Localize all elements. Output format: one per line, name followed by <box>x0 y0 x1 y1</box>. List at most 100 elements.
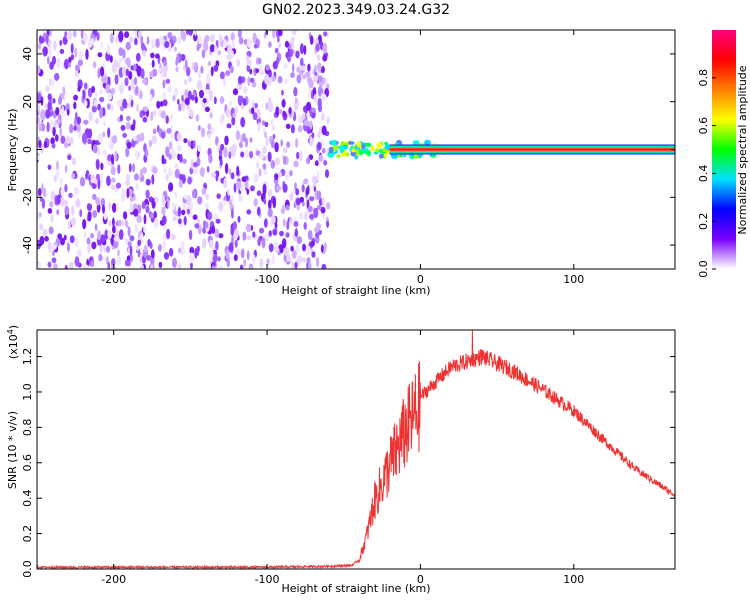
noise-speckle <box>136 65 142 77</box>
noise-speckle <box>45 109 51 119</box>
noise-speckle <box>104 75 108 85</box>
noise-speckle <box>172 257 177 268</box>
noise-speckle <box>75 198 81 208</box>
noise-speckle <box>258 227 265 234</box>
noise-speckle <box>165 78 171 84</box>
signal-band-core <box>389 148 675 151</box>
noise-speckle <box>135 85 139 95</box>
noise-speckle <box>141 42 145 51</box>
noise-speckle <box>274 246 280 253</box>
noise-speckle <box>190 159 194 170</box>
noise-speckle <box>118 47 124 57</box>
noise-speckle <box>259 151 264 160</box>
noise-speckle <box>143 106 149 112</box>
noise-speckle <box>231 39 236 49</box>
noise-speckle <box>133 63 137 72</box>
noise-speckle <box>172 94 176 102</box>
noise-speckle <box>97 52 103 58</box>
noise-speckle <box>87 138 92 145</box>
noise-speckle <box>208 212 213 220</box>
noise-speckle <box>303 119 309 127</box>
noise-speckle <box>217 256 221 262</box>
noise-speckle <box>281 99 286 108</box>
noise-speckle <box>87 211 92 222</box>
noise-speckle <box>180 240 185 247</box>
noise-speckle <box>99 107 104 119</box>
noise-speckle <box>109 32 114 44</box>
noise-speckle <box>61 105 65 117</box>
noise-speckle <box>122 66 127 77</box>
noise-speckle <box>216 193 221 199</box>
noise-speckle <box>52 126 56 137</box>
noise-speckle <box>228 242 234 253</box>
noise-speckle <box>290 245 294 252</box>
noise-speckle <box>197 196 203 205</box>
noise-speckle <box>217 50 221 56</box>
snr-ylabel: SNR (10 * v/v) <box>6 411 19 489</box>
noise-speckle <box>203 41 209 52</box>
noise-speckle <box>71 205 75 216</box>
transition-speckle <box>366 150 371 155</box>
noise-speckle <box>212 213 218 221</box>
noise-speckle <box>107 103 111 110</box>
transition-speckle <box>338 145 345 151</box>
noise-speckle <box>317 86 322 97</box>
noise-speckle <box>257 57 262 65</box>
noise-speckle <box>64 164 68 173</box>
transition-speckle <box>351 148 356 153</box>
noise-speckle <box>60 197 65 207</box>
noise-speckle <box>129 235 135 242</box>
noise-speckle <box>285 123 291 129</box>
noise-speckle <box>241 176 247 183</box>
noise-speckle <box>249 151 254 159</box>
noise-speckle <box>111 153 114 165</box>
noise-speckle <box>177 98 180 105</box>
noise-speckle <box>268 199 272 210</box>
noise-speckle <box>257 121 261 132</box>
noise-speckle <box>166 228 171 240</box>
noise-speckle <box>193 165 199 175</box>
noise-speckle <box>150 264 154 269</box>
noise-speckle <box>317 141 322 151</box>
noise-speckle <box>184 89 188 98</box>
noise-speckle <box>92 144 98 154</box>
noise-speckle <box>69 235 75 244</box>
noise-speckle <box>115 182 122 189</box>
noise-speckle <box>107 261 111 269</box>
transition-speckle <box>327 152 335 158</box>
noise-speckle <box>289 192 294 201</box>
noise-speckle <box>135 149 139 161</box>
noise-speckle <box>256 206 261 216</box>
noise-speckle <box>294 182 297 191</box>
noise-speckle <box>68 62 71 68</box>
noise-speckle <box>53 263 58 269</box>
noise-speckle <box>277 75 283 84</box>
noise-speckle <box>213 64 219 72</box>
noise-speckle <box>169 132 174 138</box>
noise-speckle <box>316 222 321 230</box>
noise-speckle <box>136 134 141 143</box>
noise-speckle <box>270 160 275 169</box>
colorbar-ticks: 0.0 0.2 0.4 0.6 0.8 <box>697 69 716 278</box>
noise-speckle <box>313 94 318 102</box>
noise-speckle <box>187 140 191 147</box>
noise-speckle <box>240 117 246 128</box>
noise-speckle <box>228 151 232 159</box>
noise-speckle <box>242 231 247 241</box>
noise-speckle <box>180 30 184 40</box>
noise-speckle <box>291 63 295 73</box>
noise-speckle <box>187 194 191 206</box>
noise-speckle <box>189 246 195 255</box>
noise-speckle <box>226 258 230 268</box>
noise-speckle <box>101 75 106 84</box>
noise-speckle <box>232 112 237 119</box>
noise-speckle <box>309 136 314 147</box>
noise-speckle <box>303 45 307 55</box>
noise-speckle <box>282 155 287 165</box>
noise-speckle <box>148 139 152 148</box>
noise-speckle <box>245 55 250 61</box>
noise-speckle <box>300 57 304 67</box>
noise-speckle <box>105 83 111 94</box>
noise-speckle <box>181 94 184 102</box>
chart-title: GN02.2023.349.03.24.G32 <box>262 2 450 18</box>
